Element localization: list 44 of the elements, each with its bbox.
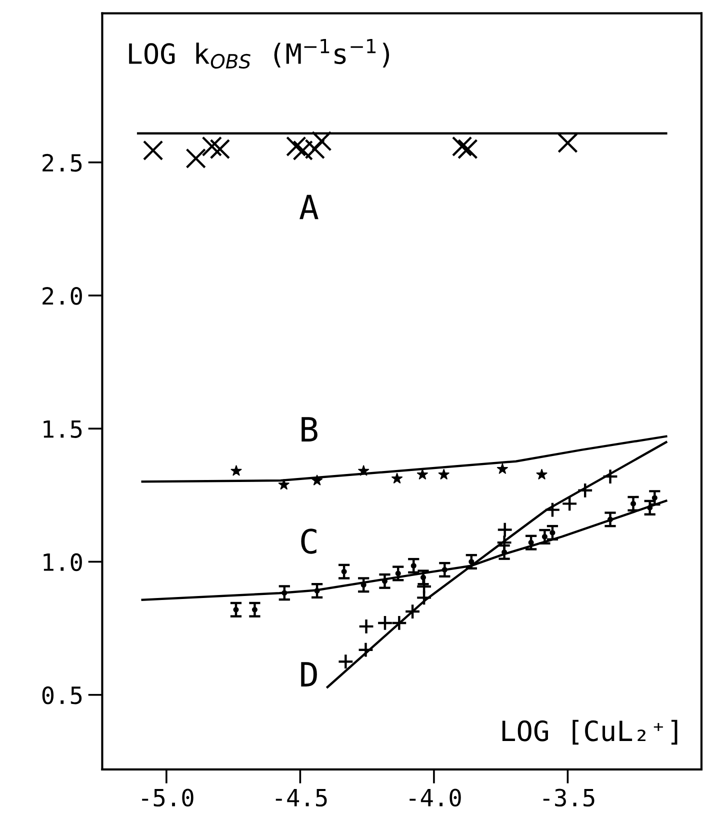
- y-tick-label: 0.5: [42, 686, 82, 704]
- point: [577, 482, 594, 498]
- y-tick-label: 2.5: [42, 154, 82, 172]
- point: [292, 140, 314, 161]
- point: [496, 534, 512, 551]
- point: [186, 148, 206, 169]
- point: [416, 578, 432, 595]
- x-axis-title: LOG [CuL₂⁺]: [502, 720, 678, 745]
- y-tick-label: 1.0: [44, 553, 82, 572]
- point: [536, 468, 548, 480]
- point: [391, 614, 408, 632]
- annotation: D: [301, 662, 317, 686]
- point: [358, 618, 374, 634]
- point: [458, 138, 478, 160]
- y-tick-label: 1.5: [44, 420, 82, 438]
- point: [142, 140, 164, 161]
- point: [311, 130, 332, 152]
- x-tick-label: -4.0: [410, 788, 461, 807]
- annotation: C: [301, 528, 316, 554]
- point: [496, 522, 513, 538]
- point: [338, 654, 354, 670]
- point: [376, 614, 394, 632]
- y-tick-label: 2.0: [42, 287, 82, 305]
- point: [438, 468, 450, 480]
- x-tick-label: -5.0: [142, 788, 194, 807]
- point: [391, 472, 403, 484]
- point: [544, 502, 561, 518]
- x-tick-label: -3.5: [543, 788, 594, 807]
- x-tick-label: -4.5: [276, 789, 327, 807]
- point: [452, 136, 472, 157]
- text: LOG k$_{OBS}$ (M$^{−1}$s$^{−1}$): [129, 38, 390, 69]
- point: [496, 463, 508, 474]
- point: [602, 468, 618, 485]
- point: [416, 468, 428, 480]
- point: [202, 136, 222, 157]
- annotation: A: [300, 194, 318, 220]
- point: [404, 603, 421, 620]
- point: [558, 132, 578, 154]
- point: [210, 138, 230, 160]
- point: [562, 496, 578, 512]
- point: [358, 642, 374, 658]
- annotation: B: [302, 417, 318, 442]
- point: [278, 478, 290, 490]
- point: [230, 464, 242, 476]
